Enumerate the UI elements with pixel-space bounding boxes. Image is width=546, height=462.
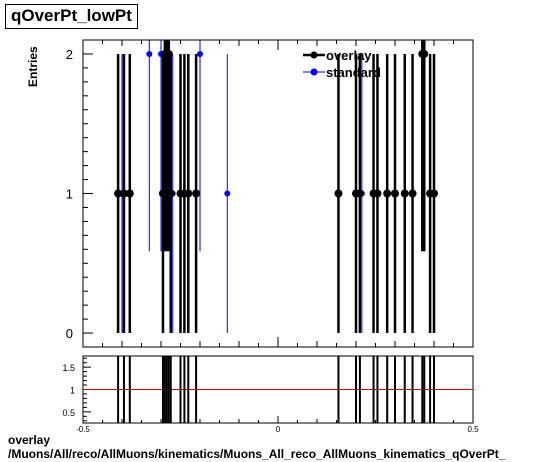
ratio-y-tick-label: 1.5 [62, 363, 75, 373]
overlay-point [125, 189, 134, 198]
overlay-point [400, 189, 409, 198]
ratio-x-tick-label: 0 [276, 425, 281, 434]
footer-path: /Muons/All/reco/AllMuons/kinematics/Muon… [8, 447, 506, 461]
legend-marker [310, 51, 318, 59]
ratio-y-tick-label: 0.5 [62, 408, 75, 418]
main-y-axis: 0 1 2 [66, 40, 474, 347]
overlay-point [373, 189, 382, 198]
standard-point [197, 50, 203, 57]
y-tick-label: 1 [66, 187, 73, 202]
overlay-point [355, 189, 364, 198]
standard-point [146, 50, 153, 57]
legend-label: standard [326, 65, 381, 80]
ratio-x-tick-label: -0.5 [76, 425, 90, 434]
overlay-point [114, 189, 123, 198]
y-tick-label: 0 [66, 326, 73, 341]
main-plot-data [114, 40, 438, 334]
overlay-point [408, 189, 417, 198]
overlay-point [192, 189, 201, 198]
overlay-point [391, 189, 399, 198]
overlay-point [184, 189, 193, 198]
y-axis-label: Entries [26, 46, 40, 87]
ratio-x-tick-label: 0.5 [467, 425, 479, 434]
footer-label: overlay [8, 433, 51, 447]
ratio-plot-data [83, 356, 473, 423]
overlay-point [119, 189, 128, 198]
legend-marker [310, 68, 318, 76]
overlay-point [430, 189, 438, 198]
overlay-point [420, 49, 429, 58]
y-tick-label: 2 [66, 47, 73, 62]
overlay-point [166, 189, 175, 198]
overlay-point [383, 189, 392, 198]
standard-point [224, 190, 231, 197]
histogram-title: qOverPt_lowPt [5, 4, 138, 29]
ratio-y-tick-label: 1 [70, 386, 75, 396]
ratio-axes: 0.5 1 1.5 -0.5 0 0.5 [62, 357, 479, 434]
legend: overlay standard [303, 48, 381, 80]
legend-label: overlay [326, 48, 372, 63]
overlay-point [334, 189, 343, 198]
